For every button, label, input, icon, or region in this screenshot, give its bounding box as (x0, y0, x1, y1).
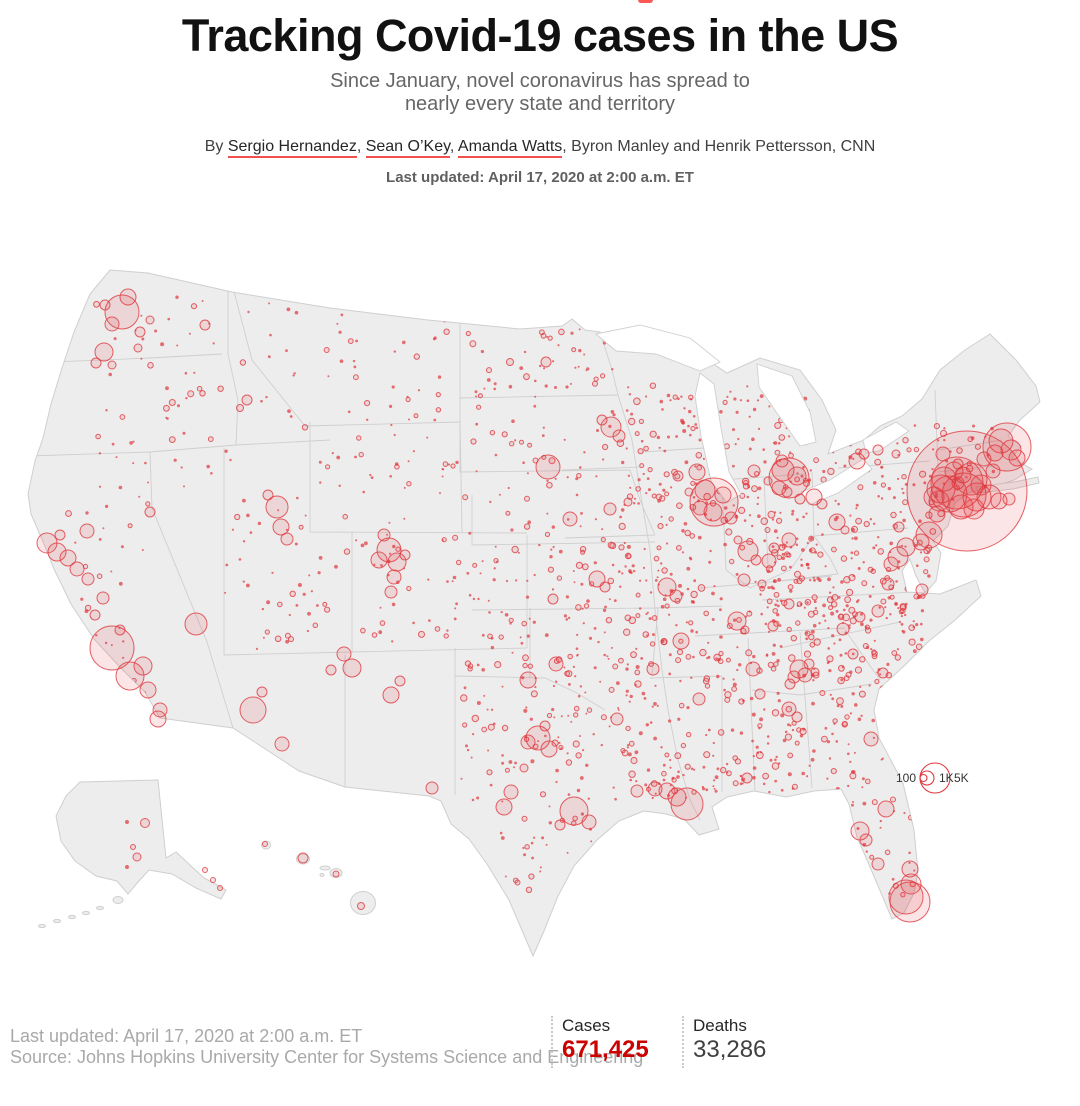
lake-huron (756, 363, 817, 447)
deaths-label: Deaths (693, 1016, 747, 1035)
legend-label-1k: 1K (939, 771, 954, 785)
map-legend: 100 1K 5K (896, 762, 969, 794)
author-link-amanda-watts[interactable]: Amanda Watts (457, 137, 563, 158)
legend-label-100: 100 (896, 771, 916, 785)
footer-source: Source: Johns Hopkins University Center … (10, 1047, 644, 1067)
great-lakes (595, 324, 910, 506)
byline-prefix: By (204, 137, 228, 155)
lake-michigan (694, 372, 742, 504)
last-updated-header: Last updated: April 17, 2020 at 2:00 a.m… (386, 168, 694, 186)
clipped-red-element (638, 0, 653, 3)
legend-label-5k: 5K (954, 771, 969, 785)
lake-erie (800, 458, 873, 506)
footer-last-updated: Last updated: April 17, 2020 at 2:00 a.m… (10, 1026, 363, 1046)
deaths-stat: Deaths 33,286 (682, 1016, 766, 1068)
landmass (27, 269, 1041, 958)
header: Tracking Covid-19 cases in the US Since … (0, 0, 1080, 186)
footer: Last updated: April 17, 2020 at 2:00 a.m… (10, 1026, 643, 1068)
lake-ontario (862, 421, 910, 454)
byline-separator: , (356, 137, 366, 155)
subtitle-line-1: Since January, novel coronavirus has spr… (330, 69, 750, 92)
subtitle-line-2: nearly every state and territory (404, 92, 676, 115)
deaths-value: 33,286 (693, 1036, 767, 1063)
byline-separator: , (449, 137, 458, 155)
author-link-sean-okey[interactable]: Sean O’Key (365, 137, 450, 158)
alaska (55, 779, 227, 900)
byline-suffix: , Byron Manley and Henrik Pettersson, CN… (562, 137, 876, 155)
byline: By Sergio Hernandez, Sean O’Key, Amanda … (0, 137, 1080, 158)
page-title: Tracking Covid-19 cases in the US (181, 10, 899, 61)
case-bubbles (36, 288, 1032, 923)
author-link-sergio-hernandez[interactable]: Sergio Hernandez (227, 137, 357, 158)
us-bubble-map[interactable]: 100 1K 5K (0, 240, 1080, 1010)
subtitle: Since January, novel coronavirus has spr… (0, 70, 1080, 116)
lake-superior (595, 324, 721, 372)
